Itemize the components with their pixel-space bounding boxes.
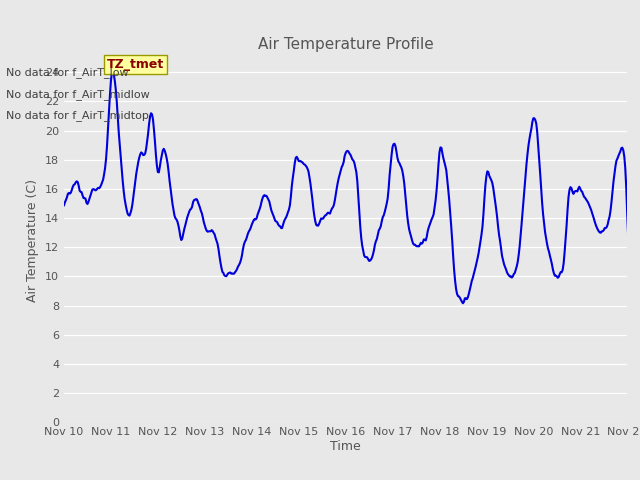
Text: No data for f_AirT_midtop: No data for f_AirT_midtop [6, 110, 149, 121]
Text: TZ_tmet: TZ_tmet [107, 58, 164, 71]
Text: No data for f_AirT_low: No data for f_AirT_low [6, 67, 129, 78]
X-axis label: Time: Time [330, 440, 361, 453]
Y-axis label: Air Temperature (C): Air Temperature (C) [26, 179, 39, 301]
Text: No data for f_AirT_midlow: No data for f_AirT_midlow [6, 89, 150, 100]
Title: Air Temperature Profile: Air Temperature Profile [258, 37, 433, 52]
